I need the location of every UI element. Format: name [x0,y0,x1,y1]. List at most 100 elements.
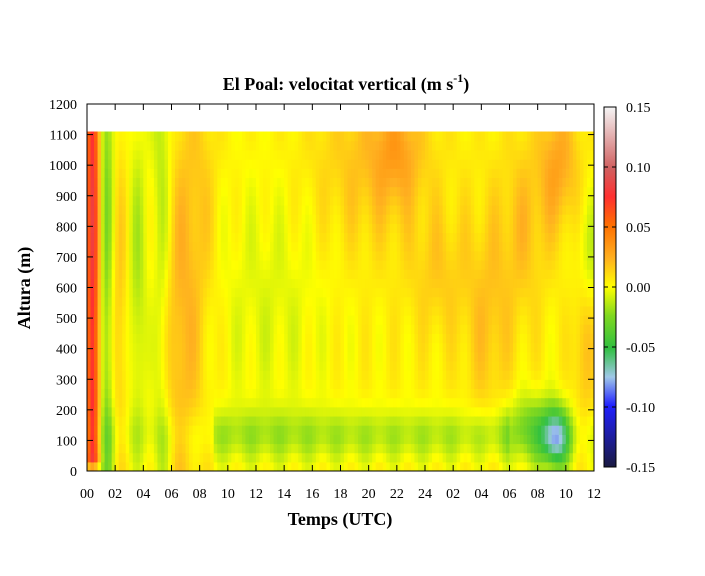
heatmap-cell [435,315,440,325]
heatmap-cell [520,287,525,298]
heatmap-cell [178,168,183,178]
heatmap-cell [319,278,324,289]
heatmap-cell [541,259,546,270]
heatmap-cell [90,195,95,206]
heatmap-cell [375,370,380,380]
heatmap-cell [182,379,187,390]
heatmap-cell [400,351,405,362]
heatmap-cell [449,415,454,426]
heatmap-cell [509,287,514,298]
heatmap-cell [146,315,151,325]
heatmap-cell [185,415,190,426]
heatmap-cell [108,287,113,298]
heatmap-cell [315,315,320,325]
heatmap-cell [530,415,535,426]
heatmap-cell [491,168,497,178]
heatmap-cell [227,425,232,435]
heatmap-cell [305,461,310,471]
heatmap-cell [555,195,560,206]
heatmap-cell [481,140,486,151]
heatmap-cell [410,305,416,316]
heatmap-cell [164,415,169,426]
heatmap-cell [361,250,366,261]
heatmap-cell [382,195,387,206]
heatmap-cell [101,388,106,399]
heatmap-cell [407,333,412,344]
heatmap-cell [446,351,451,362]
heatmap-cell [217,452,222,463]
heatmap-cell [365,186,370,197]
heatmap-cell [541,250,546,261]
heatmap-cell [368,131,373,142]
heatmap-cell [523,269,528,279]
heatmap-cell [449,204,454,215]
heatmap-cell [122,425,127,435]
heatmap-cell [456,452,461,463]
heatmap-cell [555,305,560,316]
heatmap-cell [544,434,549,445]
heatmap-cell [252,287,257,298]
heatmap-cell [435,360,440,371]
heatmap-cell [393,425,398,435]
heatmap-cell [474,406,479,417]
heatmap-cell [238,168,243,178]
heatmap-cell [505,177,511,188]
heatmap-cell [132,149,137,160]
heatmap-cell [118,342,123,353]
heatmap-cell [421,278,426,289]
heatmap-cell [502,461,507,471]
heatmap-cell [280,204,285,215]
heatmap-cell [171,342,176,353]
heatmap-cell [111,379,116,390]
heatmap-cell [203,351,208,362]
heatmap-cell [143,415,148,426]
heatmap-cell [491,360,497,371]
heatmap-cell [400,452,405,463]
heatmap-cell [132,241,137,252]
heatmap-cell [294,140,299,151]
heatmap-cell [523,452,528,463]
heatmap-cell [498,186,504,197]
heatmap-cell [259,278,264,289]
heatmap-cell [358,195,363,206]
heatmap-cell [470,149,475,160]
heatmap-cell [432,443,437,454]
heatmap-cell [544,159,549,169]
heatmap-cell [548,223,553,234]
heatmap-cell [238,342,243,353]
heatmap-cell [513,296,518,307]
heatmap-cell [227,370,232,380]
heatmap-cell [224,168,229,178]
heatmap-cell [192,415,197,426]
heatmap-cell [245,360,250,371]
heatmap-cell [175,397,180,408]
heatmap-cell [203,305,208,316]
heatmap-cell [291,388,296,399]
heatmap-cell [439,388,444,399]
heatmap-cell [449,287,454,298]
heatmap-cell [210,278,215,289]
heatmap-cell [87,287,92,298]
heatmap-cell [329,443,335,454]
heatmap-cell [203,415,208,426]
heatmap-cell [442,250,447,261]
heatmap-cell [410,333,416,344]
heatmap-cell [203,370,208,380]
heatmap-cell [101,360,106,371]
heatmap-cell [167,452,173,463]
heatmap-cell [365,443,370,454]
heatmap-cell [530,434,535,445]
heatmap-cell [203,259,208,270]
heatmap-cell [358,324,363,334]
heatmap-cell [206,259,211,270]
heatmap-cell [153,461,159,471]
heatmap-cell [132,305,137,316]
heatmap-cell [491,159,497,169]
heatmap-cell [182,259,187,270]
heatmap-cell [389,305,394,316]
heatmap-cell [160,324,166,334]
heatmap-cell [449,223,454,234]
heatmap-cell [291,250,296,261]
heatmap-cell [407,305,412,316]
heatmap-cell [551,250,556,261]
